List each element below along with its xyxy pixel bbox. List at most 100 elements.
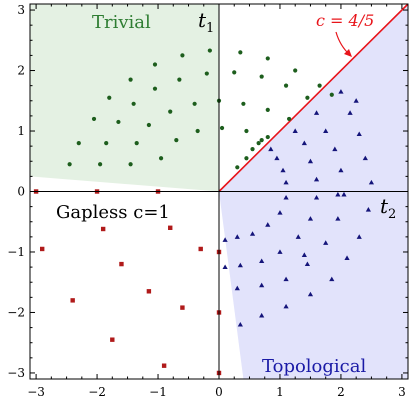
topological-point	[283, 194, 289, 200]
gapless-point	[119, 261, 124, 267]
trivial-point	[146, 122, 151, 128]
gapless-point	[161, 363, 167, 368]
topological-point	[332, 146, 338, 152]
gapless-label: Gapless c=1	[56, 202, 170, 223]
x-tick-label: −1	[149, 385, 167, 399]
topological-point	[237, 321, 243, 327]
trivial-point	[128, 162, 133, 167]
trivial-point	[204, 71, 209, 76]
trivial-point	[177, 77, 182, 82]
trivial-point	[98, 162, 103, 167]
t2-axis-subscript: 2	[388, 207, 396, 222]
topological-point	[277, 249, 283, 254]
topological-point	[356, 234, 362, 239]
topological-label: Topological	[262, 356, 366, 377]
topological-point	[259, 312, 265, 318]
topological-point	[222, 264, 228, 270]
topological-point	[338, 167, 344, 173]
trivial-label: Trivial	[92, 12, 151, 33]
trivial-point	[265, 56, 270, 61]
trivial-point	[207, 48, 212, 53]
x-tick-label: −2	[88, 385, 106, 399]
critical-line-label: c = 4/5	[316, 11, 374, 30]
y-tick-label: 1	[17, 124, 25, 138]
trivial-point	[107, 95, 112, 100]
topological-point	[344, 255, 350, 260]
x-tick-label: 2	[337, 385, 345, 399]
topological-point	[304, 261, 311, 267]
topological-point	[280, 167, 286, 173]
topological-point	[313, 194, 320, 200]
topological-point	[365, 207, 371, 212]
trivial-point	[287, 116, 292, 122]
topological-point	[338, 89, 344, 94]
y-tick-label: 3	[17, 3, 25, 17]
trivial-point	[265, 107, 270, 112]
topological-point	[234, 234, 240, 239]
annotation-arrowhead	[344, 49, 352, 57]
topological-point	[356, 131, 362, 136]
axes-layer: −3 −2 −1 0 1 2 3 −3 −2 −1 0 1 2 3	[7, 3, 409, 399]
trivial-point	[158, 156, 164, 161]
x-tick-label: −3	[27, 385, 45, 399]
trivial-point	[180, 53, 185, 58]
topological-point	[368, 179, 375, 185]
topological-point	[222, 237, 228, 242]
topological-point	[329, 276, 335, 282]
trivial-point	[219, 125, 225, 131]
trivial-point	[241, 101, 246, 106]
x-tick-label: 3	[398, 385, 406, 399]
points-layer	[33, 48, 375, 376]
topological-point	[283, 179, 289, 185]
trivial-point	[235, 165, 240, 170]
trivial-point	[244, 128, 249, 134]
trivial-point	[76, 141, 81, 146]
topological-point	[347, 110, 353, 115]
trivial-point	[259, 74, 264, 79]
trivial-point	[168, 109, 173, 114]
trivial-point	[174, 137, 179, 143]
trivial-point	[238, 50, 243, 55]
topological-point	[259, 258, 265, 264]
trivial-point	[152, 62, 158, 67]
topological-point	[277, 210, 283, 215]
critical-line	[218, 3, 409, 193]
trivial-point	[104, 141, 109, 146]
topological-point	[234, 285, 240, 291]
topological-point	[362, 155, 368, 161]
y-tick-label: −2	[7, 305, 25, 319]
trivial-point	[91, 116, 97, 122]
trivial-point	[250, 147, 255, 152]
gapless-point	[146, 289, 152, 294]
y-tick-label: −1	[7, 245, 25, 259]
trivial-point	[329, 92, 334, 97]
topological-point	[307, 291, 314, 297]
topological-point	[265, 222, 271, 227]
gapless-point	[198, 246, 203, 252]
topological-point	[301, 140, 307, 146]
gapless-point	[168, 225, 173, 230]
topological-point	[274, 155, 280, 161]
topological-point	[353, 98, 359, 103]
topological-point	[335, 191, 341, 197]
trivial-point	[283, 83, 289, 88]
trivial-point	[128, 77, 133, 82]
y-tick-label: 0	[17, 185, 25, 199]
gapless-point	[110, 337, 115, 342]
t1-axis-subscript: 1	[206, 21, 214, 36]
trivial-point	[195, 128, 200, 134]
trivial-point	[244, 156, 249, 161]
topological-point	[341, 191, 347, 197]
trivial-point	[317, 83, 322, 88]
trivial-point	[131, 101, 136, 106]
topological-point	[313, 110, 320, 115]
topological-point	[307, 158, 314, 164]
x-tick-label: 0	[215, 385, 223, 399]
gapless-point	[70, 298, 75, 303]
gapless-point	[39, 246, 45, 252]
y-tick-label: −3	[7, 366, 25, 380]
topological-point	[301, 252, 307, 257]
topological-point	[259, 282, 265, 288]
